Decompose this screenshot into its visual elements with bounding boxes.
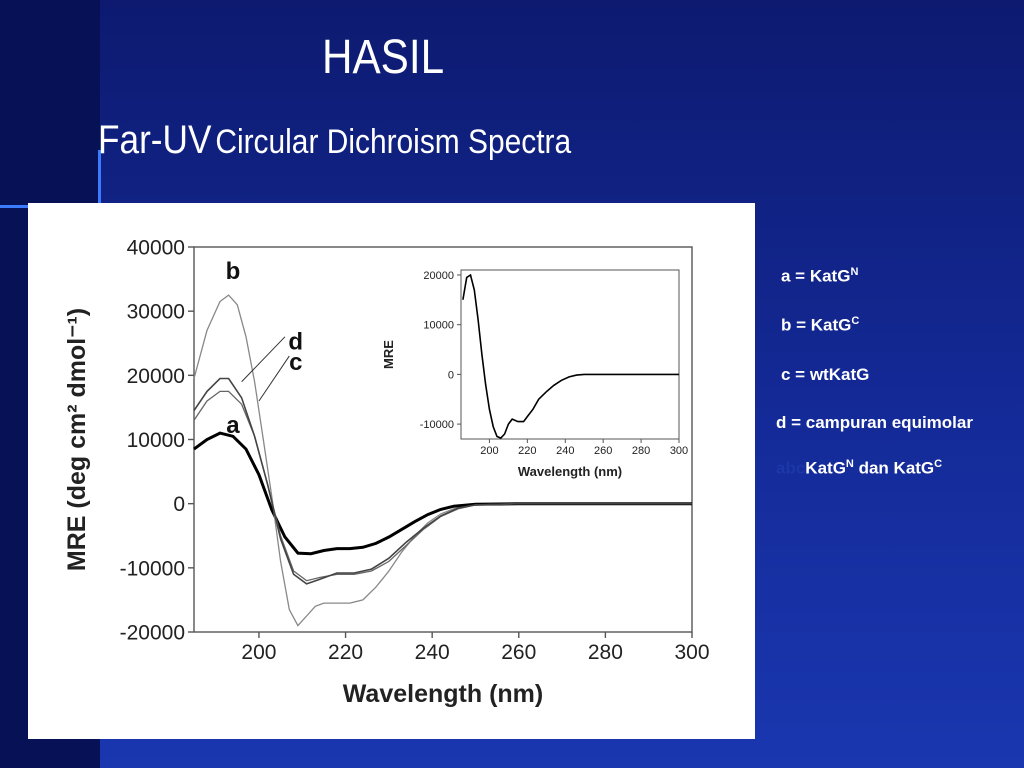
- main-x-tick-label: 200: [241, 641, 276, 664]
- legend-c-text: c = wtKatG: [781, 365, 870, 384]
- legend-d2-sup-2: C: [934, 458, 943, 470]
- main-y-tick-label: 10000: [127, 429, 185, 452]
- inset-x-tick-label: 240: [556, 445, 574, 457]
- main-y-tick-label: 30000: [127, 301, 185, 324]
- main-y-tick-label: 0: [173, 493, 185, 516]
- main-series-d: [193, 377, 692, 585]
- curve-label-d: d: [288, 329, 303, 356]
- legend-b: b = KatGC: [781, 315, 859, 336]
- legend-a-text: a = KatG: [781, 266, 851, 286]
- figure-panel: 200 220 240 260 280 300 -20000 -10000 0 10000 2000…: [28, 203, 755, 739]
- legend-d-text: d = campuran equimolar: [776, 413, 973, 432]
- slide-title: HASIL: [322, 31, 445, 84]
- inset-y-tick-label: 0: [448, 369, 454, 381]
- inset-chart: 200 220 240 260 280 300 -10000 0 10000 20000 Wavel…: [381, 269, 688, 479]
- legend-a: a = KatGN: [781, 266, 858, 287]
- curve-label-c: c: [289, 349, 302, 376]
- inset-background: [461, 270, 679, 439]
- main-y-tick-label: 20000: [127, 365, 185, 388]
- inset-y-axis-label: MRE: [381, 340, 396, 369]
- legend-d2-sup-1: N: [845, 458, 854, 470]
- inset-y-tick-label: 10000: [423, 320, 454, 332]
- inset-y-tick-label: -10000: [420, 419, 454, 431]
- main-y-tick-label: 40000: [127, 237, 185, 260]
- inset-x-tick-label: 220: [518, 445, 536, 457]
- inset-x-tick-label: 200: [480, 445, 498, 457]
- curve-label-c-pointer: [258, 355, 290, 402]
- legend-d2-text-1: KatG: [805, 458, 846, 478]
- curve-label-a: a: [226, 412, 240, 439]
- inset-series-1: [462, 273, 679, 439]
- main-y-axis-label: MRE (deg cm² dmol⁻¹): [63, 308, 91, 571]
- legend-c: c = wtKatG: [781, 365, 869, 385]
- slide-subtitle: Far-UV Circular Dichroism Spectra: [98, 118, 571, 163]
- legend-d-line2: abcKatGN dan KatGC: [776, 458, 942, 479]
- subtitle-cd-spectra: Circular Dichroism Spectra: [215, 123, 572, 161]
- main-x-tick-label: 240: [415, 641, 450, 664]
- legend-d: d = campuran equimolar: [776, 413, 973, 433]
- main-y-tick-label: -20000: [120, 622, 185, 645]
- main-x-tick-label: 300: [674, 641, 709, 664]
- main-series-a: [193, 431, 692, 556]
- decor-vertical-line: [98, 150, 101, 210]
- inset-y-tick-label: 20000: [423, 270, 454, 282]
- main-x-tick-label: 280: [588, 641, 623, 664]
- inset-x-axis-label: Wavelength (nm): [518, 464, 622, 479]
- main-x-axis-label: Wavelength (nm): [343, 680, 543, 708]
- inset-x-tick-label: 300: [670, 445, 688, 457]
- main-chart: 200 220 240 260 280 300-20000-100000100002000…: [63, 237, 710, 708]
- legend-a-sup: N: [850, 266, 859, 278]
- inset-x-tick-label: 280: [632, 445, 650, 457]
- curve-label-d-pointer: [241, 336, 286, 383]
- subtitle-far-uv: Far-UV: [98, 118, 212, 162]
- inset-x-tick-label: 260: [594, 445, 612, 457]
- legend-b-text: b = KatG: [781, 315, 852, 335]
- main-x-tick-label: 260: [501, 641, 536, 664]
- cd-spectra-chart: 200 220 240 260 280 300-20000-100000100002000…: [63, 237, 710, 708]
- inset-plot-frame: [460, 269, 680, 440]
- legend-b-sup: C: [851, 315, 860, 327]
- legend-ghost-text: abc: [776, 458, 806, 478]
- main-x-tick-label: 220: [328, 641, 363, 664]
- legend-d2-text-2: dan KatG: [853, 458, 935, 478]
- curve-label-b: b: [226, 258, 241, 285]
- main-y-tick-label: -10000: [120, 557, 185, 580]
